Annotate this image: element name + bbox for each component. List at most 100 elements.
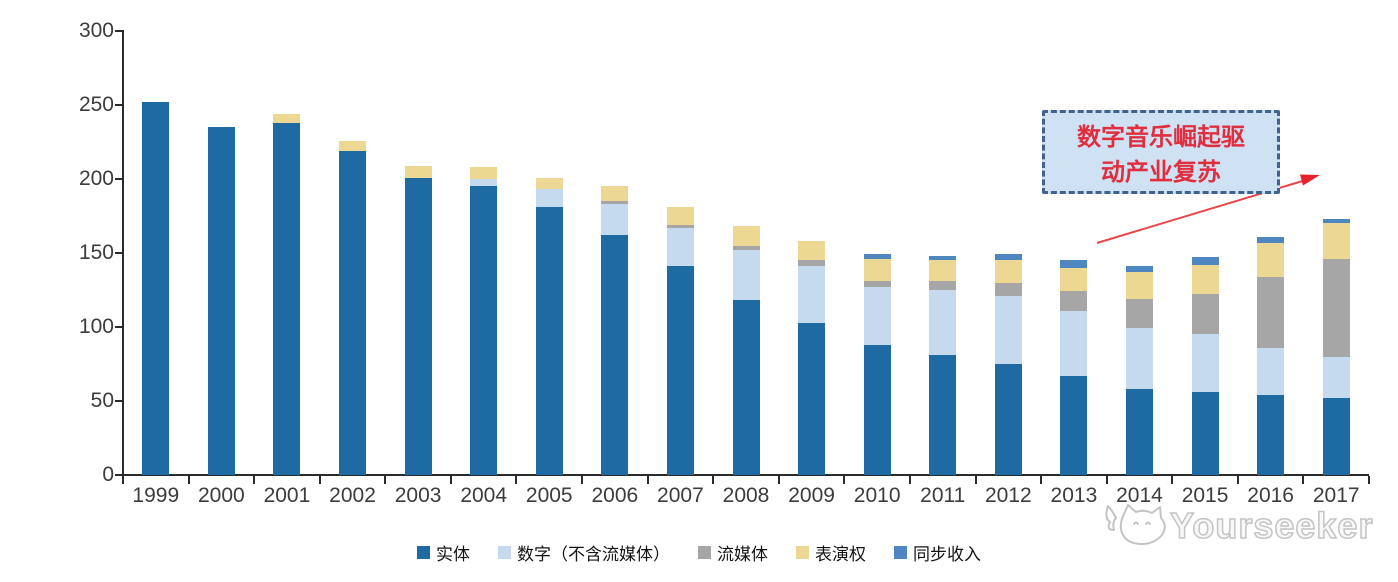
bar-segment	[1060, 375, 1088, 475]
x-tick-label: 2009	[788, 484, 835, 507]
bar-segment	[470, 167, 498, 179]
bar-segment	[535, 189, 563, 208]
x-tick-mark	[908, 476, 911, 484]
bar-segment	[470, 179, 498, 187]
bar-segment	[273, 122, 301, 475]
bar-segment	[1060, 310, 1088, 376]
cat-sketch-icon	[1105, 504, 1166, 545]
bar-segment	[1257, 236, 1285, 243]
x-tick-mark	[581, 476, 584, 484]
x-tick-label: 2017	[1312, 484, 1360, 507]
x-tick-label: 2016	[1247, 484, 1294, 507]
x-tick-mark	[1040, 476, 1043, 484]
legend-swatch-icon	[796, 546, 809, 559]
bar-segment	[601, 204, 629, 236]
bar-segment	[732, 226, 760, 246]
annotation-line2: 动产业复苏	[1101, 159, 1221, 186]
bar-segment	[339, 140, 367, 151]
bar-segment	[732, 300, 760, 475]
bar-segment	[732, 250, 760, 301]
x-tick-label: 2001	[263, 484, 311, 507]
bar-segment	[666, 227, 694, 267]
y-tick-mark	[115, 474, 123, 476]
legend-item: 数字（不含流媒体）	[498, 540, 670, 565]
x-tick-label: 2008	[722, 484, 770, 507]
bar-segment	[535, 177, 563, 190]
bar-segment	[1322, 218, 1350, 224]
x-tick-label: 2014	[1116, 484, 1163, 507]
bar-segment	[863, 287, 891, 345]
bar-segment	[1322, 356, 1350, 399]
legend-swatch-icon	[498, 546, 511, 559]
x-tick-label: 2007	[657, 484, 704, 507]
legend-swatch-icon	[417, 546, 430, 559]
y-tick-mark	[115, 30, 123, 32]
x-tick-mark	[122, 476, 124, 484]
bar-segment	[994, 295, 1022, 364]
bar-segment	[1191, 264, 1219, 295]
x-tick-mark	[253, 476, 256, 484]
y-tick-mark	[115, 104, 123, 106]
legend-label: 流媒体	[717, 545, 768, 564]
bar-segment	[339, 150, 367, 475]
annotation-line1: 数字音乐崛起驱	[1077, 124, 1245, 151]
y-tick-mark	[115, 326, 123, 328]
y-tick-mark	[115, 252, 123, 254]
x-tick-mark	[515, 476, 518, 484]
bar-segment	[1322, 258, 1350, 357]
bar-segment	[994, 282, 1022, 296]
y-tick-label: 150	[78, 241, 114, 264]
bar-segment	[798, 260, 826, 267]
legend-swatch-icon	[698, 546, 711, 559]
x-tick-mark	[1236, 476, 1239, 484]
bar-segment	[535, 207, 563, 475]
bar-segment	[1125, 272, 1153, 299]
x-tick-mark	[1302, 476, 1305, 484]
bar-segment	[1125, 328, 1153, 390]
bar-segment	[1322, 223, 1350, 259]
bar-segment	[404, 177, 432, 475]
legend-item: 实体	[417, 540, 470, 565]
bar-segment	[1125, 298, 1153, 329]
legend-swatch-icon	[894, 546, 907, 559]
bar-segment	[929, 260, 957, 282]
x-tick-mark	[777, 476, 780, 484]
y-tick-label: 300	[78, 19, 114, 42]
bar-segment	[273, 113, 301, 123]
x-tick-mark	[974, 476, 977, 484]
bar-segment	[863, 254, 891, 259]
bar-segment	[863, 344, 891, 475]
bar-segment	[1191, 334, 1219, 393]
bar-segment	[1257, 242, 1285, 277]
bar-segment	[1125, 389, 1153, 475]
bar-segment	[798, 266, 826, 323]
bar-segment	[929, 255, 957, 261]
bar-segment	[994, 254, 1022, 261]
bar-segment	[207, 127, 235, 475]
y-axis-line	[122, 30, 124, 476]
bar-segment	[1060, 291, 1088, 311]
x-tick-label: 2010	[853, 484, 901, 507]
x-tick-mark	[646, 476, 649, 484]
bar-segment	[929, 290, 957, 356]
bar-segment	[863, 281, 891, 288]
x-tick-mark	[1368, 476, 1370, 484]
x-tick-label: 2012	[984, 484, 1032, 507]
bar-segment	[1125, 266, 1153, 273]
x-tick-mark	[1105, 476, 1108, 484]
x-tick-mark	[187, 476, 190, 484]
legend-item: 表演权	[796, 540, 866, 565]
bar-segment	[601, 235, 629, 475]
bar-segment	[1257, 347, 1285, 396]
bar-segment	[666, 266, 694, 475]
y-tick-label: 0	[102, 463, 114, 486]
legend-label: 实体	[436, 545, 470, 564]
legend: 实体 数字（不含流媒体） 流媒体 表演权 同步收入	[0, 540, 1398, 565]
bar-segment	[1257, 276, 1285, 348]
x-tick-label: 2004	[460, 484, 508, 507]
bar-segment	[994, 260, 1022, 283]
y-tick-mark	[115, 400, 123, 402]
x-tick-label: 2015	[1181, 484, 1229, 507]
bar-segment	[142, 102, 170, 475]
